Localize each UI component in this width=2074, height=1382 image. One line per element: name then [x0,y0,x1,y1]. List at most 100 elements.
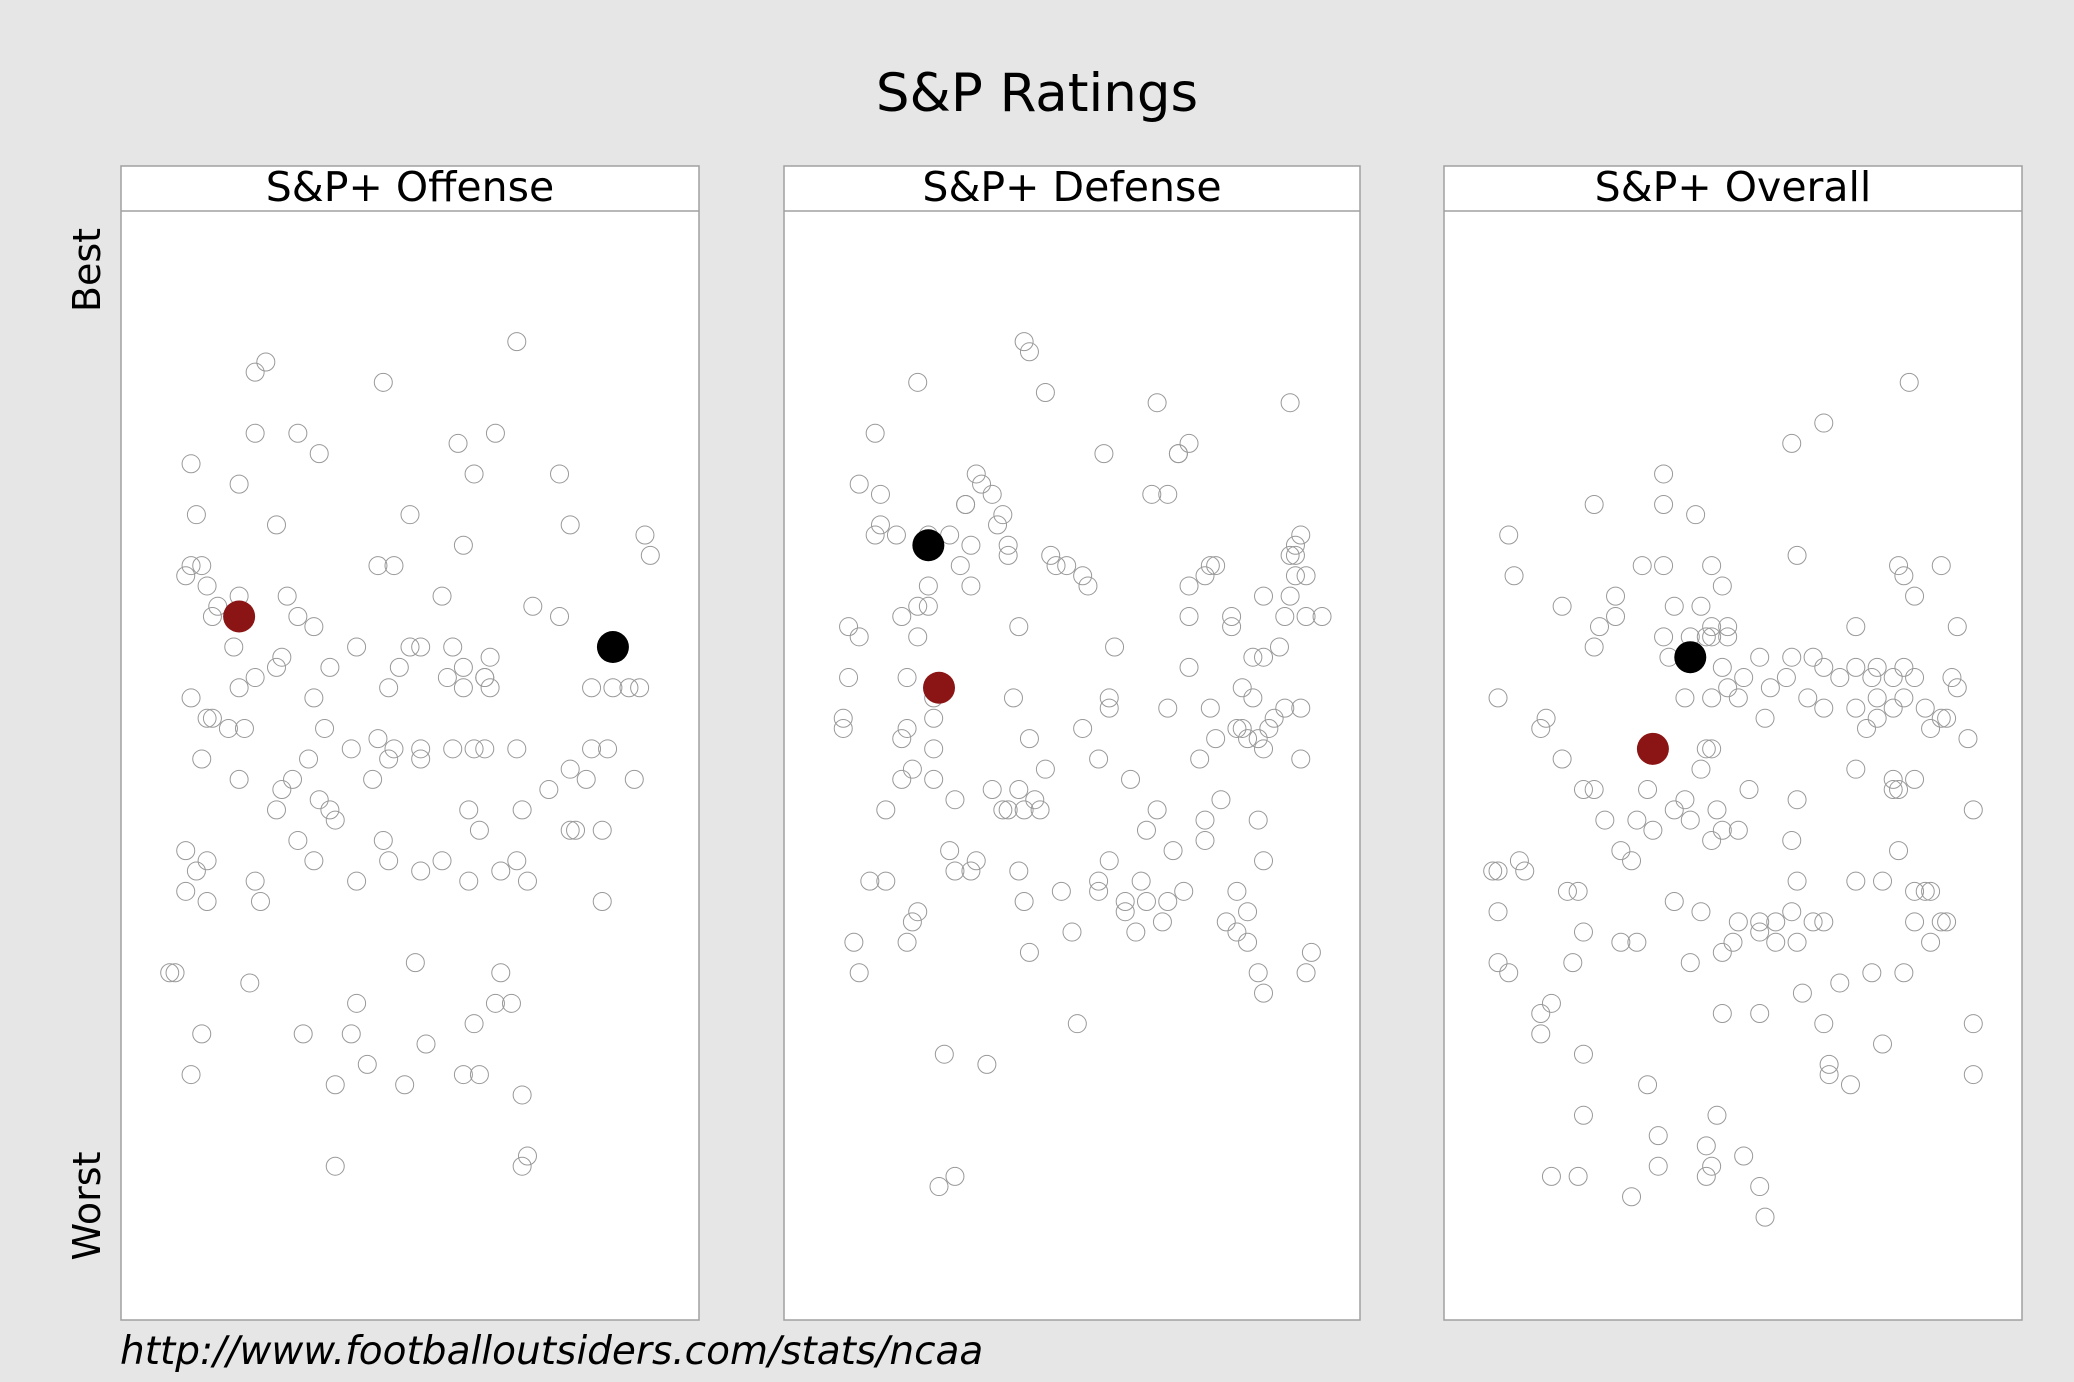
data-point [1867,688,1887,708]
data-point [357,1054,377,1074]
data-point [1611,841,1631,861]
data-point [1712,657,1732,677]
data-point [1099,851,1119,871]
data-point [288,423,308,443]
data-point [304,851,324,871]
data-point [844,932,864,952]
data-point [384,556,404,576]
data-point [1750,647,1770,667]
data-point [507,739,527,759]
data-point [1179,657,1199,677]
data-point [619,678,639,698]
data-point [1030,800,1050,820]
data-point [1046,556,1066,576]
data-point [1707,800,1727,820]
data-point [993,800,1013,820]
data-point [181,1065,201,1085]
panels-group: S&P+ Offense S&P+ Defense S&P+ Overall [120,163,2023,1321]
data-point [1158,484,1178,504]
data-point [256,352,276,372]
data-point [1089,749,1109,769]
data-point [1963,1065,1983,1085]
data-point [1675,688,1695,708]
data-point [272,647,292,667]
data-point [849,963,869,983]
data-point [475,668,495,688]
data-point [1057,556,1077,576]
data-point [443,739,463,759]
data-point [1638,1075,1658,1095]
data-point [1846,759,1866,779]
data-point [453,1065,473,1085]
data-point [1702,556,1722,576]
data-point [1840,1075,1860,1095]
data-point [860,871,880,891]
data-point [1702,627,1722,647]
data-point [1739,780,1759,800]
data-point [1078,576,1098,596]
data-point [1584,495,1604,514]
data-point [1846,871,1866,891]
data-point [640,545,660,565]
data-point [250,892,270,912]
data-point [1755,1207,1775,1227]
data-point [1099,688,1119,708]
data-point [1958,729,1978,749]
data-point [897,718,917,738]
data-point [929,1177,949,1197]
data-point [1787,545,1807,565]
data-point [1115,892,1135,912]
data-point [240,973,260,993]
data-point [1121,769,1141,789]
data-point [1963,1014,1983,1034]
data-point [405,953,425,973]
highlight-point-black [1674,641,1707,674]
data-point [1584,637,1604,657]
data-point [1947,678,1967,698]
data-point [1905,586,1925,606]
data-point [1718,617,1738,637]
data-point [865,423,885,443]
data-point [1654,627,1674,647]
data-point [1009,861,1029,881]
data-point [197,851,217,871]
data-point [1174,881,1194,901]
data-point [165,963,185,983]
data-point [1750,922,1770,942]
data-point [1195,810,1215,830]
data-point [1248,810,1268,830]
data-point [1707,1105,1727,1125]
data-point [379,749,399,769]
data-point [1819,1065,1839,1085]
data-point [1766,932,1786,952]
data-point [416,1034,436,1054]
data-point [288,606,308,626]
data-point [1264,708,1284,728]
data-point [245,362,265,382]
data-point [1664,892,1684,912]
panel-frame [783,165,1361,1321]
data-point [839,668,859,688]
source-note[interactable]: http://www.footballoutsiders.com/stats/n… [120,1329,983,1374]
panel-title: S&P+ Defense [922,163,1221,211]
data-point [1227,881,1247,901]
data-point [1814,912,1834,932]
data-point [1830,973,1850,993]
data-point [181,556,201,576]
data-point [1787,932,1807,952]
data-point [1931,912,1951,932]
data-point [523,596,543,616]
data-point [272,780,292,800]
data-point [1531,1024,1551,1044]
data-point [1200,698,1220,718]
data-point [966,464,986,484]
data-point [491,963,511,983]
data-point [245,668,265,688]
panel-frame [1443,165,2023,1321]
data-point [1573,922,1593,942]
data-point [982,484,1002,504]
data-point [176,566,196,586]
data-point [1296,606,1316,626]
data-point [1931,708,1951,728]
